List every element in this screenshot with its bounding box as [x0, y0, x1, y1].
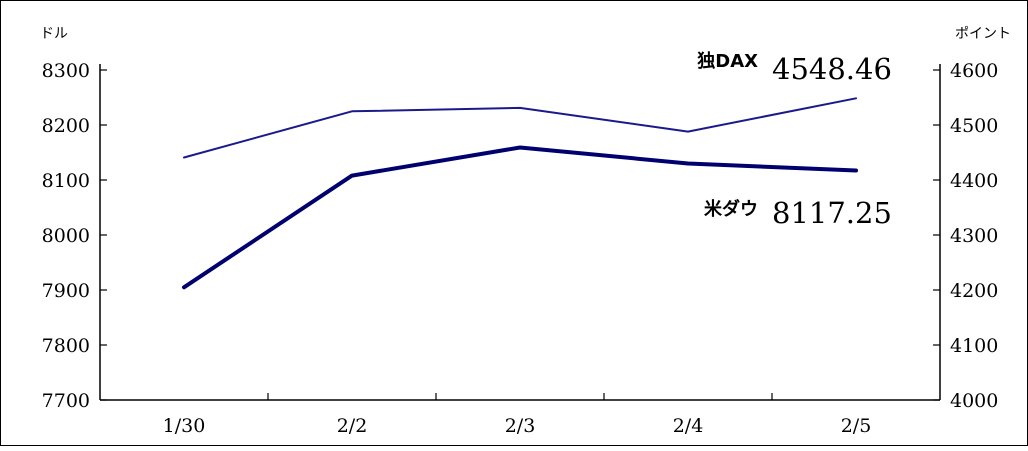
labels-group: 独DAX 4548.46 米ダウ 8117.25 [697, 50, 892, 230]
dow-latest-value: 8117.25 [772, 196, 892, 230]
dax-latest-value: 4548.46 [772, 52, 892, 86]
left-tick-label: 8300 [42, 60, 90, 82]
x-tick-label: 2/2 [337, 415, 368, 437]
right-tick-label: 4400 [950, 170, 998, 192]
left-tick-label: 8100 [42, 170, 90, 192]
right-tick-label: 4600 [950, 60, 998, 82]
left-tick-label: 8200 [42, 115, 90, 137]
dax-series-label: 独DAX [697, 50, 758, 72]
left-tick-label: 7800 [42, 335, 90, 357]
left-tick-label: 7700 [42, 390, 90, 412]
right-tick-label: 4100 [950, 335, 998, 357]
left-axis-unit: ドル [40, 26, 68, 42]
series-group [182, 97, 858, 290]
series-line-dow [182, 145, 858, 290]
x-tick-label: 1/30 [163, 415, 206, 437]
left-tick-label: 7900 [42, 280, 90, 302]
right-tick-label: 4500 [950, 115, 998, 137]
right-tick-label: 4200 [950, 280, 998, 302]
right-axis-unit: ポイント [955, 26, 1011, 42]
axes: 8300 8200 8100 8000 7900 7800 7700 4600 4500 4400… [40, 26, 1011, 437]
right-tick-label: 4300 [950, 225, 998, 247]
right-tick-label: 4000 [950, 390, 998, 412]
x-tick-label: 2/4 [673, 415, 704, 437]
left-tick-label: 8000 [42, 225, 90, 247]
x-tick-label: 2/5 [841, 415, 872, 437]
series-line-dax [183, 97, 857, 159]
x-tick-label: 2/3 [505, 415, 536, 437]
dow-series-label: 米ダウ [704, 198, 758, 220]
